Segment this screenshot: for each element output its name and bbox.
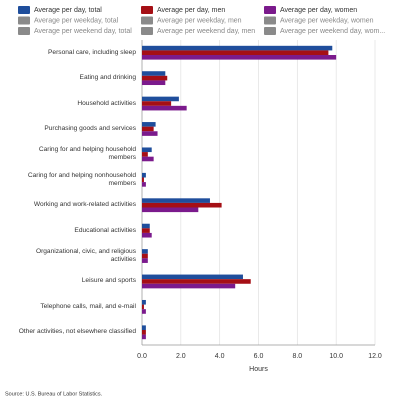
source: Source: U.S. Bureau of Labor Statistics. bbox=[5, 391, 103, 397]
legend-label[interactable]: Average per weekend day, wom... bbox=[280, 28, 385, 35]
bar bbox=[142, 101, 172, 106]
legend-label[interactable]: Average per weekday, total bbox=[34, 17, 119, 24]
bar bbox=[142, 207, 199, 213]
bar bbox=[142, 122, 156, 127]
bar bbox=[142, 177, 144, 183]
x-tick-label: 12.0 bbox=[368, 353, 382, 360]
legend-swatch[interactable] bbox=[18, 6, 30, 14]
legend-swatch[interactable] bbox=[141, 16, 153, 25]
bar bbox=[142, 249, 148, 254]
y-tick-label: Purchasing goods and services bbox=[44, 124, 136, 132]
bar bbox=[142, 55, 337, 60]
x-tick-label: 4.0 bbox=[215, 353, 225, 360]
bar bbox=[142, 172, 146, 178]
bar bbox=[142, 258, 148, 263]
bar bbox=[142, 232, 152, 238]
bar bbox=[142, 156, 154, 162]
legend-label[interactable]: Average per weekend day, total bbox=[34, 28, 132, 35]
legend-swatch[interactable] bbox=[264, 6, 276, 14]
x-tick-label: 8.0 bbox=[292, 353, 302, 360]
bar bbox=[142, 304, 144, 310]
bar bbox=[142, 334, 146, 340]
legend-label[interactable]: Average per day, men bbox=[157, 7, 225, 14]
bar bbox=[142, 228, 150, 233]
y-tick-label: Leisure and sports bbox=[81, 277, 136, 285]
bar bbox=[142, 274, 243, 280]
bar bbox=[142, 96, 179, 102]
bar bbox=[142, 126, 154, 132]
x-axis-label: Hours bbox=[249, 366, 268, 373]
bar bbox=[142, 80, 166, 86]
bar bbox=[142, 279, 251, 284]
y-tick-label: Caring for and helping nonhousehold memb… bbox=[27, 171, 136, 187]
y-tick-label: Telephone calls, mail, and e-mail bbox=[40, 302, 136, 310]
bar bbox=[142, 202, 222, 208]
bar bbox=[142, 182, 146, 187]
bar bbox=[142, 105, 187, 111]
legend-label[interactable]: Average per weekend day, men bbox=[157, 28, 255, 35]
legend-swatch[interactable] bbox=[18, 16, 30, 25]
bar bbox=[142, 50, 329, 56]
x-tick-label: 6.0 bbox=[254, 353, 264, 360]
y-tick-label: Caring for and helping household members bbox=[38, 146, 136, 162]
x-tick-label: 2.0 bbox=[176, 353, 186, 360]
y-tick-label: Personal care, including sleep bbox=[48, 48, 136, 56]
bar bbox=[142, 198, 210, 203]
bar bbox=[142, 325, 146, 330]
y-tick-label: Household activities bbox=[77, 99, 136, 107]
legend-swatch[interactable] bbox=[141, 6, 153, 14]
bar bbox=[142, 71, 166, 76]
bar bbox=[142, 253, 148, 259]
y-tick-label: Working and work-related activities bbox=[33, 201, 136, 209]
y-tick-label: Educational activities bbox=[74, 226, 136, 234]
x-tick-label: 10.0 bbox=[329, 353, 343, 360]
bar bbox=[142, 223, 150, 229]
bar bbox=[142, 299, 146, 305]
y-tick-label: Other activities, not elsewhere classifi… bbox=[18, 328, 136, 336]
bar bbox=[142, 283, 236, 289]
legend-swatch[interactable] bbox=[18, 27, 30, 35]
y-tick-label: Eating and drinking bbox=[79, 74, 136, 82]
legend-swatch[interactable] bbox=[264, 16, 276, 25]
legend-swatch[interactable] bbox=[264, 27, 276, 35]
legend-label[interactable]: Average per day, total bbox=[34, 7, 102, 14]
legend-label[interactable]: Average per weekday, women bbox=[280, 17, 374, 24]
bar bbox=[142, 152, 148, 157]
bar bbox=[142, 309, 146, 314]
bar bbox=[142, 147, 152, 153]
legend-label[interactable]: Average per weekday, men bbox=[157, 17, 242, 24]
y-tick-label: Organizational, civic, and religious act… bbox=[35, 248, 136, 264]
bar bbox=[142, 131, 158, 136]
bar bbox=[142, 329, 146, 335]
bar bbox=[142, 75, 168, 81]
bar bbox=[142, 45, 333, 51]
x-tick-label: 0.0 bbox=[137, 353, 147, 360]
legend-swatch[interactable] bbox=[141, 27, 153, 35]
legend-label[interactable]: Average per day, women bbox=[280, 7, 357, 14]
